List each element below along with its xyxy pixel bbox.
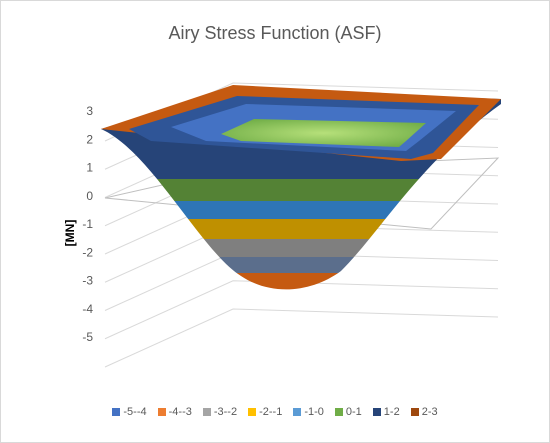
surface-band bbox=[101, 239, 501, 257]
z-tick-label: -1 bbox=[82, 217, 93, 231]
legend: -5--4 -4--3 -3--2 -2--1 -1-0 0-1 1-2 2-3 bbox=[1, 406, 549, 418]
legend-swatch bbox=[112, 408, 121, 416]
legend-swatch bbox=[334, 408, 343, 416]
z-tick-label: -5 bbox=[82, 330, 93, 344]
legend-item: -1-0 bbox=[293, 406, 324, 418]
legend-item: -5--4 bbox=[112, 406, 147, 418]
legend-item: 0-1 bbox=[334, 406, 362, 418]
z-tick-label: 1 bbox=[86, 161, 93, 175]
legend-label: -5--4 bbox=[123, 406, 147, 418]
legend-swatch bbox=[372, 408, 381, 416]
legend-label: 2-3 bbox=[421, 406, 438, 418]
legend-label: -3--2 bbox=[213, 406, 238, 418]
gridline bbox=[104, 308, 499, 368]
legend-swatch bbox=[248, 408, 257, 416]
z-tick-label: 0 bbox=[86, 189, 93, 203]
z-tick-label: 2 bbox=[86, 132, 93, 146]
legend-item: -2--1 bbox=[248, 406, 282, 418]
legend-item: 2-3 bbox=[410, 406, 438, 418]
legend-swatch bbox=[293, 408, 302, 416]
z-tick-label: -2 bbox=[82, 245, 93, 259]
surface-band bbox=[101, 179, 501, 201]
legend-item: -3--2 bbox=[202, 406, 238, 418]
legend-swatch bbox=[202, 408, 211, 416]
legend-item: -4--3 bbox=[157, 406, 192, 418]
legend-item: 1-2 bbox=[372, 406, 400, 418]
z-tick-label: -3 bbox=[82, 274, 93, 288]
legend-label: 1-2 bbox=[383, 406, 400, 418]
surface-band bbox=[101, 257, 501, 273]
legend-label: -4--3 bbox=[168, 406, 192, 418]
z-tick-label: 3 bbox=[86, 104, 93, 118]
surface-floor bbox=[221, 119, 426, 147]
surface-band bbox=[101, 219, 501, 239]
legend-label: -1-0 bbox=[304, 406, 324, 418]
legend-swatch bbox=[157, 408, 166, 416]
legend-swatch bbox=[410, 408, 419, 416]
legend-label: 0-1 bbox=[345, 406, 362, 418]
legend-label: -2--1 bbox=[259, 406, 283, 418]
gridline bbox=[104, 280, 499, 340]
chart-title: Airy Stress Function (ASF) bbox=[168, 23, 382, 43]
surface-band bbox=[101, 201, 501, 219]
z-tick-label: -4 bbox=[82, 302, 93, 316]
z-axis-label: [MN] bbox=[63, 220, 77, 247]
